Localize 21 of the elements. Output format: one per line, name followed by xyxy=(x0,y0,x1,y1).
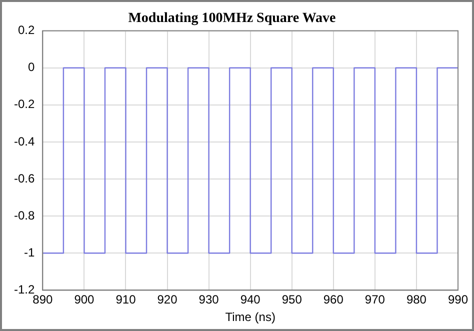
x-tick-label: 890 xyxy=(32,292,54,307)
y-tick-label: 0 xyxy=(28,60,35,74)
x-tick-label: 910 xyxy=(116,292,136,307)
x-tick-label: 970 xyxy=(364,292,386,307)
x-tick-label: 960 xyxy=(323,292,344,307)
y-tick-label: -0.4 xyxy=(14,134,35,148)
y-tick-label: -0.6 xyxy=(14,171,35,186)
x-tick-label: 940 xyxy=(240,292,261,307)
x-axis-title: Time (ns) xyxy=(225,310,276,324)
x-tick-label: 980 xyxy=(406,292,427,307)
y-tick-label: -1 xyxy=(24,245,35,260)
y-tick-label: -0.8 xyxy=(14,208,35,222)
x-tick-label: 930 xyxy=(198,292,220,307)
y-tick-label: -0.2 xyxy=(14,97,35,112)
x-tick-label: 900 xyxy=(74,292,95,307)
x-tick-label: 990 xyxy=(448,292,468,307)
chart-title: Modulating 100MHz Square Wave xyxy=(128,11,336,26)
x-tick-label: 950 xyxy=(282,292,302,307)
y-tick-label: -1.2 xyxy=(14,282,35,297)
x-tick-label: 920 xyxy=(157,292,178,307)
y-tick-label: 0.2 xyxy=(18,23,35,38)
